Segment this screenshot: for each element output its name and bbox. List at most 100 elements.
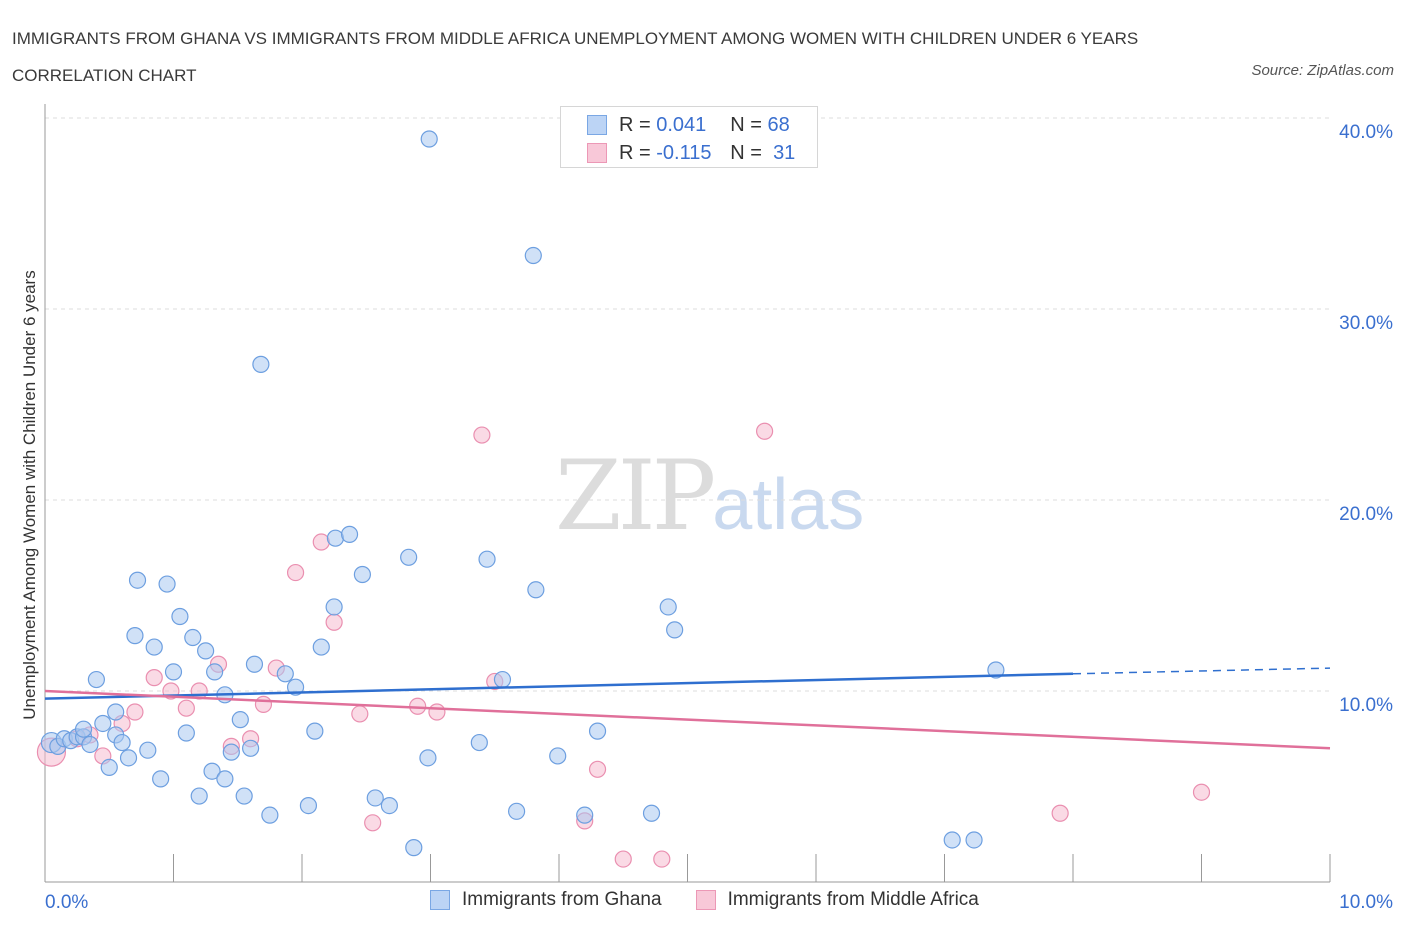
data-point-ghana — [113, 733, 131, 752]
data-point-ghana — [286, 678, 305, 696]
trend-line-ghana — [44, 672, 1074, 700]
legend-item-ghana: Immigrants from Ghana — [430, 889, 662, 911]
data-point-ghana — [81, 735, 99, 754]
data-point-ghana — [235, 787, 253, 805]
data-point-ghana — [171, 607, 189, 626]
data-point-ghana — [576, 806, 594, 824]
data-point-ghana — [549, 747, 567, 765]
data-point-ghana — [493, 670, 512, 689]
data-point-ghana — [340, 525, 359, 543]
data-point-ghana — [943, 831, 961, 849]
data-point-ghana — [366, 789, 384, 807]
tick-labels: 10.0% 20.0% 30.0% 40.0% 0.0% 10.0% — [45, 122, 1393, 913]
series-middle-africa-points — [36, 422, 1211, 868]
correlation-legend: R = 0.041 N = 68 R = -0.115 N = 31 — [560, 106, 818, 168]
y-tick-label: 10.0% — [1339, 695, 1393, 716]
data-point-ghana — [312, 638, 330, 656]
legend-label-middle-africa: Immigrants from Middle Africa — [727, 889, 979, 910]
data-point-ghana — [666, 621, 684, 639]
data-point-ghana — [74, 720, 93, 738]
data-point-ghana — [326, 529, 345, 547]
data-point-ghana — [145, 638, 163, 656]
legend-r-value: -0.115 — [656, 141, 712, 164]
data-point-ghana — [353, 565, 371, 584]
data-point-ghana — [987, 661, 1005, 679]
data-point-ghana — [965, 831, 983, 849]
data-point-ghana — [478, 550, 496, 568]
data-point-ghana — [299, 796, 318, 815]
data-point-ghana — [470, 733, 488, 752]
series-ghana-points — [40, 130, 1005, 857]
axes — [44, 104, 1331, 883]
data-point-ghana — [306, 722, 324, 740]
data-point-ghana — [642, 804, 661, 822]
data-point-ghana — [261, 806, 279, 824]
data-point-ghana — [420, 130, 438, 148]
data-point-middle-africa — [614, 850, 632, 868]
data-point-middle-africa — [1051, 804, 1069, 822]
x-tick-label: 0.0% — [45, 892, 88, 913]
data-point-middle-africa — [428, 703, 446, 721]
trend-line-middle-africa — [44, 689, 1331, 750]
data-point-middle-africa — [312, 533, 330, 551]
trend-lines — [44, 667, 1331, 750]
data-point-ghana — [190, 787, 208, 805]
data-point-middle-africa — [588, 760, 607, 778]
data-point-ghana — [527, 581, 545, 599]
data-point-ghana — [87, 670, 106, 689]
data-point-ghana — [126, 627, 144, 645]
data-point-ghana — [659, 598, 677, 616]
data-point-ghana — [128, 571, 147, 589]
series-legend: Immigrants from Ghana Immigrants from Mi… — [430, 889, 1013, 911]
legend-n-value: 68 — [767, 113, 790, 136]
data-point-ghana — [588, 722, 607, 740]
data-point-ghana — [380, 796, 398, 815]
data-point-ghana — [245, 655, 264, 673]
source-label: Source: ZipAtlas.com — [1251, 62, 1394, 79]
legend-swatch-middle-africa — [695, 890, 716, 910]
legend-n-label: N = — [730, 113, 762, 136]
grid-lines — [45, 117, 1330, 692]
legend-swatch-middle-africa — [587, 143, 607, 163]
data-point-middle-africa — [145, 669, 163, 687]
data-point-ghana — [107, 703, 125, 721]
legend-swatch-ghana — [430, 890, 450, 910]
data-point-middle-africa — [1192, 783, 1211, 801]
chart-title: IMMIGRANTS FROM GHANA VS IMMIGRANTS FROM… — [12, 29, 1139, 85]
data-point-middle-africa — [351, 705, 369, 723]
legend-r-label: R = — [619, 113, 651, 136]
data-point-ghana — [276, 665, 294, 683]
data-point-ghana — [419, 749, 437, 767]
y-tick-label: 20.0% — [1339, 504, 1393, 525]
data-point-middle-africa — [653, 850, 671, 868]
y-tick-label: 40.0% — [1339, 122, 1393, 143]
data-point-middle-africa — [177, 699, 195, 717]
watermark: ZIPatlas — [555, 440, 864, 552]
data-point-middle-africa — [254, 695, 273, 713]
legend-label-ghana: Immigrants from Ghana — [462, 889, 662, 910]
data-point-ghana — [216, 770, 234, 788]
watermark-zip: ZIP — [555, 440, 716, 552]
data-point-ghana — [119, 749, 138, 767]
legend-r-label: R = — [619, 141, 651, 164]
data-point-middle-africa — [286, 563, 305, 582]
legend-r-value: 0.041 — [656, 113, 707, 136]
data-point-ghana — [325, 598, 343, 616]
data-point-ghana — [242, 739, 260, 757]
data-point-ghana — [139, 741, 157, 759]
data-point-ghana — [507, 802, 526, 820]
data-point-ghana — [152, 770, 170, 788]
trend-line-ghana-extension — [1072, 667, 1331, 675]
data-point-ghana — [231, 711, 249, 729]
y-axis-label: Unemployment Among Women with Children U… — [20, 270, 39, 720]
legend-swatch-ghana — [587, 115, 607, 135]
data-point-ghana — [252, 355, 270, 373]
legend-n-value: 31 — [773, 141, 796, 164]
data-point-ghana — [405, 839, 423, 857]
data-point-ghana — [222, 743, 240, 761]
data-point-ghana — [100, 758, 118, 777]
data-point-ghana — [197, 642, 215, 660]
watermark-atlas: atlas — [712, 465, 865, 545]
data-point-ghana — [524, 246, 542, 265]
